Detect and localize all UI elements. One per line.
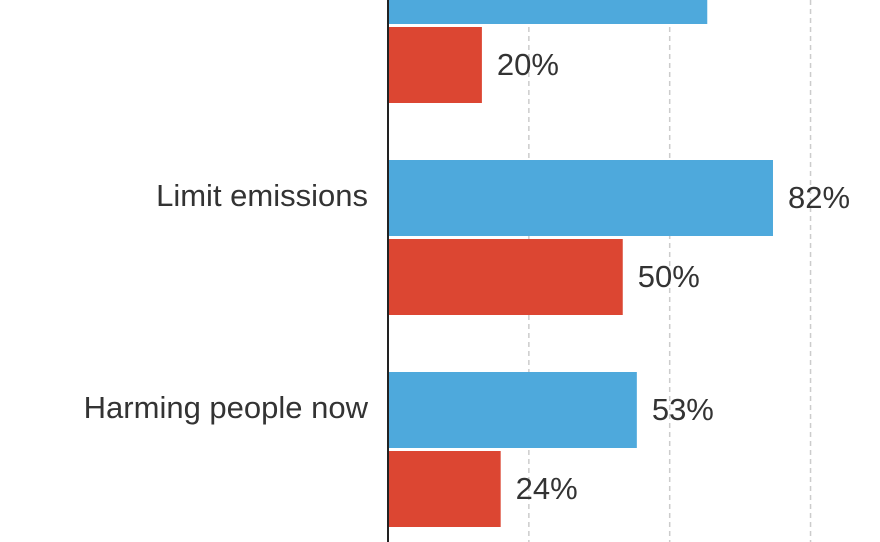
value-label: 24% (516, 471, 578, 506)
bar (388, 160, 773, 236)
bar (388, 451, 501, 527)
value-label: 50% (638, 259, 700, 294)
category-label: Harming people now (84, 390, 369, 425)
bar (388, 372, 637, 448)
category-label: Limit emissions (156, 178, 368, 213)
value-label: 53% (652, 392, 714, 427)
bar (388, 0, 708, 24)
value-label: 68% (722, 0, 784, 3)
value-label: 20% (497, 47, 559, 82)
bar (388, 27, 482, 103)
bar (388, 239, 623, 315)
value-label: 82% (788, 180, 850, 215)
